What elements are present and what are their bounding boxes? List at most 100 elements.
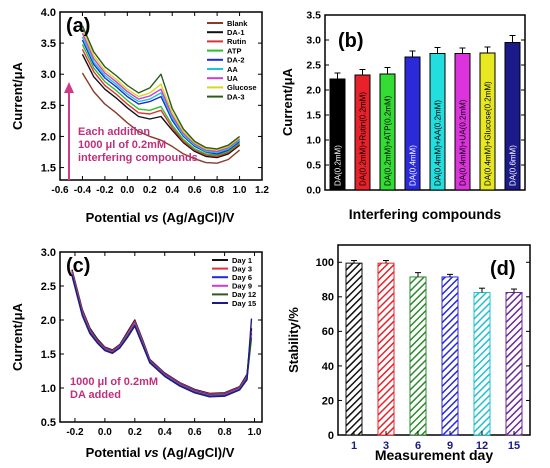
- x-tick-label: 0.8: [210, 185, 224, 196]
- bar-label: DA(0.4mM): [409, 145, 418, 186]
- legend-label: Blank: [227, 19, 248, 28]
- panel-label: (c): [66, 255, 90, 277]
- x-axis-title-part: Potential: [86, 210, 145, 225]
- legend-label: Day 1: [232, 256, 252, 265]
- legend-label: Rutin: [227, 37, 247, 46]
- y-tick-label: 1.5: [41, 162, 56, 174]
- series-line-blank: [81, 72, 241, 164]
- y-tick-label: 60: [322, 326, 334, 338]
- x-tick-label: 1: [351, 440, 357, 452]
- annotation-line: interfering compounds: [78, 152, 198, 164]
- y-tick-label: 3.0: [41, 247, 56, 259]
- x-tick-label: 0.8: [218, 427, 232, 438]
- bar-label: DA(0.2mM)+Rutin(0.2mM): [359, 92, 368, 186]
- plot-frame: [324, 14, 526, 191]
- annotation-line: Each addition: [78, 126, 150, 138]
- plot-frame: [59, 11, 263, 181]
- x-tick-label: 1.2: [255, 185, 269, 196]
- x-tick-label: 3: [383, 440, 389, 452]
- x-tick-label: 0.4: [158, 427, 172, 438]
- x-tick-label: -0.2: [66, 427, 84, 438]
- panel-label: (b): [338, 30, 364, 52]
- y-tick-label: 80: [322, 292, 334, 304]
- y-tick-label: 100: [316, 257, 334, 269]
- plot-frame: [337, 244, 531, 436]
- y-tick-label: 2.5: [306, 60, 321, 72]
- legend-label: Day 3: [232, 264, 252, 273]
- y-axis-title: Stability/%: [286, 307, 301, 373]
- y-tick-label: 2.0: [41, 315, 56, 327]
- x-axis-title: Potential vs (Ag/AgCl)/V: [86, 210, 235, 225]
- panel-label: (d): [490, 258, 516, 280]
- x-axis-title-part: vs: [144, 210, 158, 225]
- series-line-rutin: [81, 48, 241, 158]
- y-axis-title: Current/μA: [280, 67, 295, 136]
- series-line-glucose: [81, 29, 241, 151]
- series-line-day-1: [71, 269, 253, 395]
- x-axis-title-part: (Ag/AgCl)/V: [159, 210, 235, 225]
- x-tick-label: 12: [476, 440, 488, 452]
- y-tick-label: 20: [322, 395, 334, 407]
- x-axis-title: Potential vs (Ag/AgCl)/V: [86, 445, 235, 460]
- x-axis-title: Interfering compounds: [349, 206, 502, 222]
- x-tick-label: 0.2: [143, 185, 157, 196]
- y-tick-label: 2.5: [41, 281, 56, 293]
- bar-label: DA(0.4mM)+Glucose(0.2mM): [484, 81, 493, 186]
- legend-label: Day 12: [232, 290, 256, 299]
- legend-label: Day 9: [232, 282, 252, 291]
- y-tick-label: 1.5: [306, 110, 321, 122]
- y-tick-label: 3.0: [41, 69, 56, 81]
- bar-3: [441, 276, 459, 436]
- y-tick-label: 1.0: [306, 135, 321, 147]
- y-tick-label: 3.5: [306, 10, 321, 22]
- x-axis-title-part: Potential: [86, 445, 145, 460]
- series-line-da-2: [81, 39, 241, 155]
- legend-label: DA-3: [227, 92, 245, 101]
- bar-0: [345, 262, 363, 436]
- x-tick-label: 9: [447, 440, 453, 452]
- panel-d: 1 3 6 9 12 15 0 20 40 60 80 100 (d) Stability/% Measur…: [286, 244, 531, 463]
- y-tick-label: 2.0: [306, 85, 321, 97]
- bar-label: DA(0.6mM): [509, 145, 518, 186]
- series-line-ua: [81, 32, 241, 153]
- y-tick-label: 4.0: [41, 7, 56, 19]
- panel-label: (a): [66, 15, 90, 37]
- y-tick-label: 3.0: [306, 35, 321, 47]
- bar-4: [473, 292, 491, 436]
- x-tick-label: 0.2: [128, 427, 142, 438]
- bar-1: [377, 262, 395, 436]
- y-tick-label: 3.5: [41, 38, 56, 50]
- legend-label: Glucose: [227, 83, 257, 92]
- x-tick-label: 0.6: [188, 427, 202, 438]
- x-tick-label: 6: [415, 440, 421, 452]
- panel-c: 0.5 1.0 1.5 2.0 2.5 3.0 -0.2 0.0 0.2 0.4 0.6 0.8 1.0…: [10, 247, 263, 460]
- series-line-da-3: [81, 25, 241, 150]
- x-axis-title-part: vs: [144, 445, 158, 460]
- bar-label: DA(0.2mM)+ATP(0.2mM): [384, 95, 393, 186]
- x-axis-title-part: (Ag/AgCl)/V: [159, 445, 235, 460]
- y-tick-label: 1.0: [41, 383, 56, 395]
- x-tick-label: 15: [508, 440, 520, 452]
- x-tick-label: -0.2: [96, 185, 114, 196]
- legend-label: DA-2: [227, 56, 245, 65]
- y-tick-label: 2.0: [41, 131, 56, 143]
- annotation-line: 1000 μl of 0.2mM: [70, 376, 158, 388]
- y-tick-label: 40: [322, 361, 334, 373]
- y-tick-label: 0.5: [306, 160, 321, 172]
- x-tick-label: 0.6: [188, 185, 202, 196]
- x-tick-label: 1.0: [233, 185, 247, 196]
- annotation-arrowhead: [64, 82, 74, 93]
- x-tick-label: -0.4: [74, 185, 92, 196]
- bar-5: [505, 292, 523, 436]
- x-tick-label: 1.0: [248, 427, 262, 438]
- bar-label: DA(0.4mM)+AA(0.2mM): [434, 100, 443, 186]
- y-axis-title: Current/μA: [10, 61, 25, 130]
- y-tick-label: 2.5: [41, 100, 56, 112]
- y-tick-label: 0: [328, 430, 334, 442]
- y-tick-label: 0.5: [41, 417, 56, 429]
- bar-2: [409, 276, 427, 436]
- y-tick-label: 0.0: [306, 185, 321, 197]
- bar-label: DA(0.2mM): [334, 145, 343, 186]
- x-tick-label: 0.4: [165, 185, 179, 196]
- plot-frame: [59, 251, 263, 423]
